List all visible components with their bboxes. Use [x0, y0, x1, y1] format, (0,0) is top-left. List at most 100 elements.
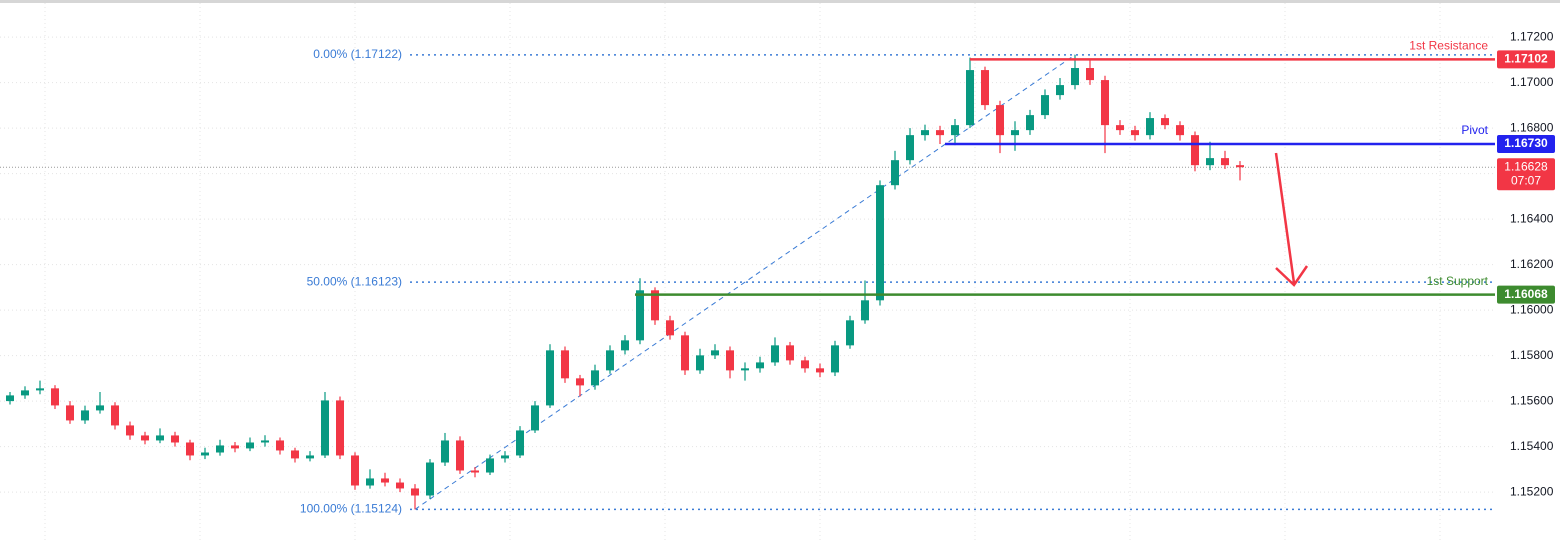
candle-body [351, 455, 359, 486]
y-tick-label: 1.15800 [1510, 348, 1554, 362]
candle-body [666, 320, 674, 336]
fib-label: 50.00% (1.16123) [307, 274, 402, 288]
candle-body [201, 452, 209, 456]
candle-body [456, 440, 464, 471]
candle-body [396, 482, 404, 489]
candle-body [966, 70, 974, 126]
level-price: 1.16730 [1504, 136, 1548, 150]
y-tick-label: 1.15200 [1510, 484, 1554, 498]
candle-body [141, 435, 149, 441]
candle-body [561, 350, 569, 379]
candle-body [1221, 158, 1229, 166]
candle-body [81, 410, 89, 421]
candle-body [1056, 85, 1064, 96]
level-price: 1.16068 [1504, 287, 1548, 301]
candle-body [366, 478, 374, 486]
candle-body [906, 135, 914, 161]
candle-body [306, 455, 314, 459]
candle-body [1026, 115, 1034, 131]
candle-body [876, 185, 884, 301]
candle-body [486, 458, 494, 473]
candle-body [21, 390, 29, 396]
candle-body [606, 350, 614, 371]
current-price: 1.16628 [1504, 159, 1548, 173]
candle-body [1101, 80, 1109, 126]
candle-body [1071, 68, 1079, 86]
candle-body [336, 400, 344, 456]
current-tag [1497, 158, 1555, 191]
candle-body [1176, 125, 1184, 136]
candle-body [1086, 68, 1094, 81]
candle-body [786, 345, 794, 361]
candle-body [996, 105, 1004, 136]
top-border [0, 0, 1560, 3]
candle-body [831, 345, 839, 373]
candle-body [66, 405, 74, 421]
level-name: 1st Support [1427, 274, 1489, 288]
candle-body [156, 435, 164, 441]
level-name: 1st Resistance [1409, 39, 1488, 53]
candle-body [441, 440, 449, 463]
candle-body [291, 450, 299, 459]
candle-body [816, 368, 824, 373]
candle-body [981, 70, 989, 106]
candle-body [636, 290, 644, 341]
candle-body [681, 335, 689, 371]
y-tick-label: 1.15600 [1510, 393, 1554, 407]
fib-label: 0.00% (1.17122) [313, 47, 402, 61]
candle-body [1131, 130, 1139, 136]
candle-body [426, 462, 434, 496]
y-tick-label: 1.16000 [1510, 302, 1554, 316]
candle-body [891, 160, 899, 186]
y-tick-label: 1.16200 [1510, 257, 1554, 271]
candle-body [111, 405, 119, 426]
plot: 1.15200 1.15400 1.15600 1.15800 1.16000 1.162… [0, 3, 1555, 541]
candle-body [726, 350, 734, 371]
y-tick-label: 1.16800 [1510, 120, 1554, 134]
candle-body [171, 435, 179, 443]
candle-body [546, 350, 554, 406]
candle-body [516, 430, 524, 456]
level-name: Pivot [1461, 123, 1488, 137]
candle-body [951, 125, 959, 136]
candle-body [651, 290, 659, 321]
candle-body [1116, 125, 1124, 131]
candle-body [756, 362, 764, 369]
y-tick-label: 1.17000 [1510, 75, 1554, 89]
candle-body [846, 320, 854, 346]
candle-body [936, 130, 944, 136]
fib-trendline [414, 54, 1076, 510]
candle-body [1011, 130, 1019, 136]
y-tick-label: 1.16400 [1510, 211, 1554, 225]
candle-body [261, 440, 269, 443]
candle-body [1206, 158, 1214, 166]
trend-arrow [1274, 152, 1309, 287]
fib-label: 100.00% (1.15124) [300, 502, 402, 516]
candle-body [711, 350, 719, 356]
level-tag [1497, 135, 1555, 154]
level-tag [1497, 285, 1555, 304]
candle-body [771, 345, 779, 363]
candle-body [186, 442, 194, 456]
candle-body [1236, 165, 1244, 168]
candle-body [411, 488, 419, 496]
y-tick-label: 1.15400 [1510, 439, 1554, 453]
candle-body [471, 470, 479, 473]
candle-body [381, 478, 389, 483]
candle-body [36, 388, 44, 391]
candle-body [591, 370, 599, 386]
candle-body [576, 378, 584, 386]
candle-body [126, 425, 134, 436]
candle-body [1161, 118, 1169, 126]
candle-body [501, 455, 509, 459]
candle-body [621, 340, 629, 351]
level-price: 1.17102 [1504, 52, 1548, 66]
candle-body [6, 395, 14, 402]
candle-body [696, 355, 704, 371]
candle-body [921, 130, 929, 136]
candle-body [531, 405, 539, 431]
level-tag [1497, 50, 1555, 69]
y-tick-label: 1.17200 [1510, 29, 1554, 43]
candle-body [246, 442, 254, 449]
